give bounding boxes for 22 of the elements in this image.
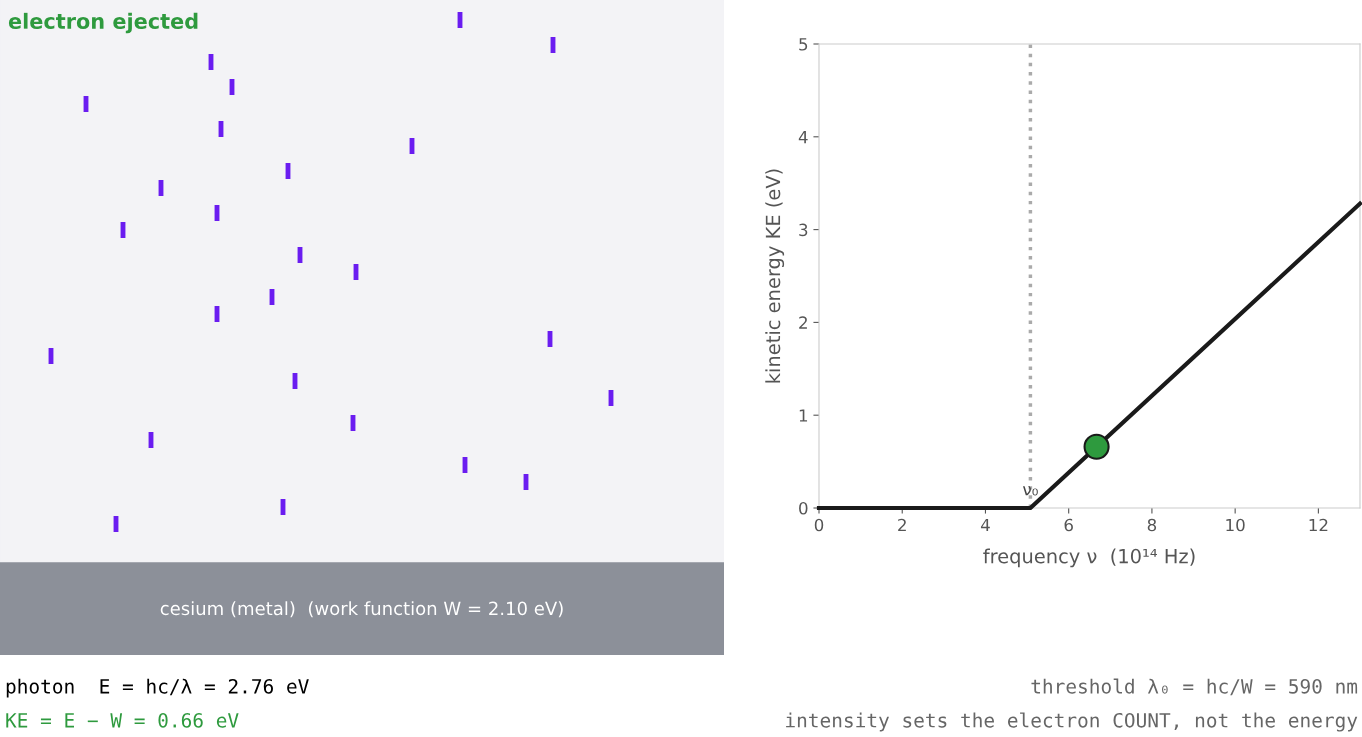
text: cesium (metal) (work function W = 2.10 eV) <box>160 601 563 618</box>
y-tick-label: 3 <box>799 223 808 237</box>
y-tick-label: 2 <box>799 316 807 329</box>
y-tick-label: 1 <box>799 409 808 422</box>
x-tick-label: 8 <box>1147 518 1157 532</box>
x-tick-label: 10 <box>1226 518 1245 532</box>
text: KE = E − W = 0.66 eV <box>6 712 239 728</box>
y-axis-title: kinetic energy KE (eV) <box>765 169 785 383</box>
text: threshold λ₀ = hc/W = 590 nm <box>1031 678 1358 696</box>
x-tick-label: 2 <box>898 518 906 532</box>
x-tick-label: 0 <box>814 518 824 532</box>
x-tick-label: 6 <box>1064 518 1073 532</box>
x-tick-label: 12 <box>1309 518 1328 532</box>
y-tick-label: 5 <box>799 38 808 51</box>
text: intensity sets the electron COUNT, not the energy <box>786 712 1358 732</box>
ref-line-label: ν₀ <box>1023 486 1038 496</box>
text: electron ejected <box>8 12 198 34</box>
y-tick-label: 4 <box>798 130 808 144</box>
x-axis-title: frequency ν (10¹⁴ Hz) <box>983 548 1195 568</box>
x-tick-label: 4 <box>980 518 990 532</box>
text: photon E = hc/λ = 2.76 eV <box>6 678 309 698</box>
y-tick-label: 0 <box>799 501 808 515</box>
